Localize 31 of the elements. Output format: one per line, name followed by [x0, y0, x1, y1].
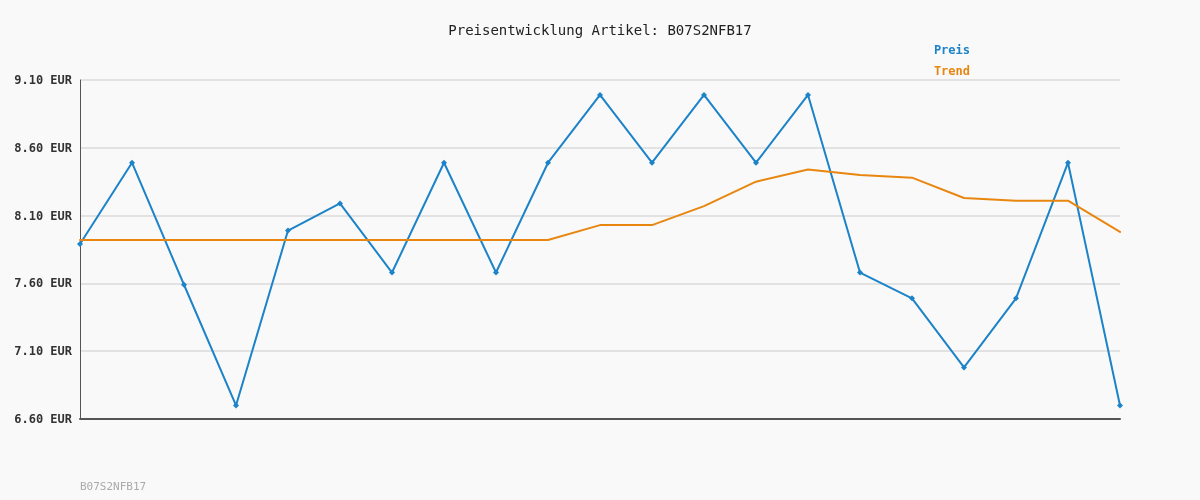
- point: [233, 402, 239, 409]
- point: [909, 295, 915, 302]
- point: [1065, 159, 1071, 166]
- text: Preis: [933, 43, 970, 57]
- y-tick-label: 7.60 EUR: [14, 276, 73, 291]
- y-tick-label: 6.60 EUR: [14, 412, 73, 426]
- point: [961, 364, 967, 371]
- y-tick-label: 9.10 EUR: [14, 73, 73, 87]
- point: [493, 269, 499, 276]
- point: [701, 91, 707, 98]
- point: [857, 269, 863, 276]
- point: [1117, 402, 1123, 409]
- point: [337, 200, 343, 207]
- y-tick-label: 8.10 EUR: [14, 208, 73, 223]
- text: B07S2NFB17: [80, 480, 147, 493]
- y-tick-label: 8.60 EUR: [14, 140, 73, 155]
- point: [805, 91, 811, 98]
- point: [597, 91, 603, 98]
- point: [181, 281, 187, 288]
- point: [753, 159, 759, 166]
- point: [129, 159, 135, 166]
- point: [545, 159, 551, 166]
- point: [1013, 295, 1019, 302]
- y-tick-label: 7.10 EUR: [14, 344, 73, 359]
- point: [441, 159, 447, 166]
- chart-title: Preisentwicklung Artikel: B07S2NFB17: [448, 22, 752, 38]
- text: Trend: [933, 64, 970, 78]
- point: [285, 227, 291, 234]
- point: [77, 241, 83, 248]
- point: [389, 269, 395, 276]
- point: [649, 159, 655, 166]
